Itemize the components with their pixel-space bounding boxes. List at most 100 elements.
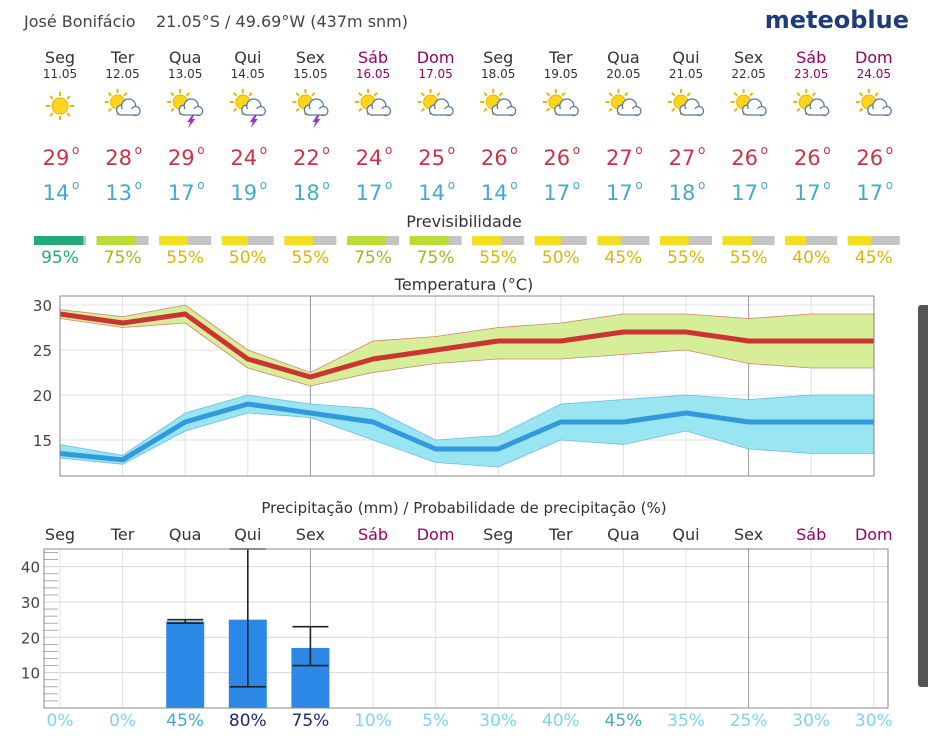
precip-day-label: Sex xyxy=(296,525,325,544)
degree-symbol: o xyxy=(573,143,580,157)
sun-ray xyxy=(107,107,112,112)
predictability-item: 45% xyxy=(847,236,900,268)
sun-ray xyxy=(608,107,613,112)
degree-symbol: o xyxy=(385,143,392,157)
day-date: 21.05 xyxy=(669,67,703,81)
predictability-label: 55% xyxy=(667,248,705,268)
precipitation-tick-label: 30 xyxy=(21,594,40,612)
degree-symbol: o xyxy=(761,178,768,192)
temp-min-label: 18 xyxy=(669,181,696,205)
temp-min-label: 17 xyxy=(168,181,195,205)
precipitation-probability-label: 0% xyxy=(109,711,136,731)
precipitation-tick-label: 10 xyxy=(21,665,40,683)
predictability-fill xyxy=(159,236,188,245)
cloud-base xyxy=(121,109,136,115)
degree-symbol: o xyxy=(761,143,768,157)
day-date: 17.05 xyxy=(418,67,452,81)
sun-ray xyxy=(436,92,441,97)
precipitation-tick-label: 40 xyxy=(21,559,40,577)
predictability-label: 55% xyxy=(730,248,768,268)
sun-ray xyxy=(624,92,629,97)
location-name: José Bonifácio xyxy=(23,12,136,31)
day-date: 12.05 xyxy=(105,67,139,81)
sun-ray xyxy=(295,107,300,112)
degree-symbol: o xyxy=(573,178,580,192)
day-name: Ter xyxy=(110,48,135,67)
sun-ray xyxy=(107,92,112,97)
predictability-fill xyxy=(597,236,621,245)
predictability-label: 75% xyxy=(354,248,392,268)
precip-day-label: Ter xyxy=(548,525,573,544)
scrollbar-handle[interactable] xyxy=(918,305,928,687)
temp-max-label: 27 xyxy=(669,146,696,170)
predictability-item: 55% xyxy=(159,236,212,268)
precip-day-label: Seg xyxy=(45,525,75,544)
day-name: Qua xyxy=(607,48,640,67)
temp-min-label: 14 xyxy=(418,181,445,205)
location-coords: 21.05°S / 49.69°W (437m snm) xyxy=(156,12,408,31)
temp-max-label: 24 xyxy=(356,146,383,170)
cloud-base xyxy=(184,109,199,115)
degree-symbol: o xyxy=(448,178,455,192)
precip-day-label: Sex xyxy=(734,525,763,544)
cloud-icon xyxy=(554,98,579,117)
precipitation-probability-label: 80% xyxy=(229,711,267,731)
degree-symbol: o xyxy=(635,178,642,192)
predictability-item: 55% xyxy=(722,236,775,268)
cloud-base xyxy=(810,109,825,115)
predictability-label: 50% xyxy=(542,248,580,268)
predictability-fill xyxy=(785,236,806,245)
degree-symbol: o xyxy=(385,178,392,192)
degree-symbol: o xyxy=(823,178,830,192)
predictability-fill xyxy=(534,236,561,245)
predictability-item: 45% xyxy=(597,236,650,268)
sun-ray xyxy=(545,107,551,112)
day-name: Seg xyxy=(45,48,75,67)
day-date: 23.05 xyxy=(794,67,828,81)
sun-ray xyxy=(874,92,879,97)
sun-ray xyxy=(858,107,864,112)
precipitation-plot-frame xyxy=(43,548,889,709)
lightning-icon xyxy=(312,115,321,128)
temp-min-label: 17 xyxy=(856,181,883,205)
cloud-icon xyxy=(178,98,204,117)
temp-max-label: 27 xyxy=(606,146,633,170)
degree-symbol: o xyxy=(135,178,142,192)
cloud-base xyxy=(309,109,324,115)
precip-day-label: Qui xyxy=(672,525,699,544)
cloud-icon xyxy=(741,98,767,117)
cloud-base xyxy=(434,109,449,115)
day-date: 11.05 xyxy=(43,67,77,81)
degree-symbol: o xyxy=(197,178,204,192)
sun-ray xyxy=(66,112,71,117)
day-name: Dom xyxy=(855,48,893,67)
cloud-base xyxy=(747,109,762,115)
cloud-icon xyxy=(491,98,517,117)
day-date: 19.05 xyxy=(544,67,578,81)
sun-ray xyxy=(858,92,864,97)
degree-symbol: o xyxy=(72,143,79,157)
temperature-tick-label: 30 xyxy=(33,297,52,315)
precip-day-label: Dom xyxy=(855,525,893,544)
day-date: 15.05 xyxy=(293,67,327,81)
sun-ray xyxy=(608,92,613,97)
temp-max-label: 28 xyxy=(105,146,132,170)
precipitation-bar xyxy=(166,621,205,708)
day-name: Seg xyxy=(483,48,513,67)
sun-ray xyxy=(733,92,738,97)
day-name: Sáb xyxy=(796,48,826,67)
cloud-base xyxy=(872,109,887,115)
sun-ray xyxy=(232,107,238,112)
predictability-fill xyxy=(847,236,872,245)
meteoblue-logo[interactable]: meteoblue xyxy=(765,6,909,34)
predictability-item: 40% xyxy=(785,236,838,268)
temp-min-label: 17 xyxy=(356,181,383,205)
temp-min-label: 14 xyxy=(481,181,508,205)
predictability-item: 50% xyxy=(534,236,587,268)
